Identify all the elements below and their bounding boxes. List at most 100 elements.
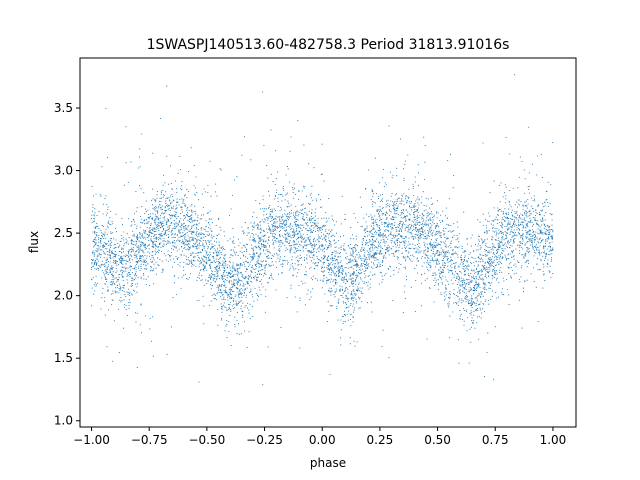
data-point	[496, 273, 498, 275]
data-point	[381, 212, 383, 214]
data-point	[430, 234, 432, 236]
data-point	[119, 299, 121, 301]
data-point	[544, 233, 546, 235]
data-point	[398, 197, 400, 199]
data-point	[306, 244, 308, 246]
data-point	[475, 282, 477, 284]
data-point	[237, 277, 240, 279]
data-point	[526, 246, 528, 249]
data-point	[379, 217, 381, 219]
data-point	[511, 236, 513, 238]
data-point	[368, 234, 370, 236]
data-point	[198, 260, 200, 263]
data-point	[335, 250, 337, 252]
data-point	[294, 243, 297, 245]
data-point	[281, 200, 283, 202]
data-point	[168, 207, 170, 210]
data-point	[279, 226, 281, 228]
data-point	[381, 200, 383, 203]
data-point	[144, 223, 146, 225]
data-point	[388, 356, 390, 358]
data-point	[370, 230, 372, 232]
data-point	[388, 223, 390, 225]
data-point	[324, 236, 326, 238]
data-point	[251, 257, 253, 259]
data-point	[138, 259, 140, 261]
data-point	[107, 290, 109, 293]
data-point	[478, 276, 480, 278]
data-point	[482, 142, 484, 144]
data-point	[498, 296, 500, 298]
data-point	[376, 231, 378, 234]
data-point	[218, 233, 220, 235]
data-point	[117, 279, 120, 281]
data-point	[203, 270, 205, 272]
data-point	[206, 283, 208, 285]
data-point	[381, 221, 383, 223]
data-point	[292, 230, 294, 232]
data-point	[372, 235, 374, 238]
data-point	[92, 252, 94, 254]
data-point	[121, 238, 123, 240]
data-point	[273, 226, 275, 228]
data-point	[282, 242, 284, 244]
data-point	[470, 300, 472, 302]
data-point	[438, 230, 440, 232]
data-point	[317, 227, 319, 229]
data-point	[95, 242, 97, 244]
data-point	[241, 154, 243, 156]
data-point	[460, 280, 462, 282]
data-point	[173, 236, 175, 238]
data-point	[129, 261, 131, 263]
data-point	[214, 191, 217, 193]
data-point	[333, 220, 335, 222]
data-point	[185, 243, 187, 245]
data-point	[271, 215, 273, 218]
data-point	[288, 233, 290, 235]
data-point	[489, 288, 491, 290]
data-point	[267, 255, 269, 257]
data-point	[551, 235, 553, 237]
data-point	[293, 197, 295, 199]
data-point	[110, 240, 112, 242]
data-point	[251, 306, 253, 308]
data-point	[408, 241, 410, 243]
data-point	[365, 187, 367, 190]
data-point	[110, 281, 112, 283]
data-point	[520, 234, 522, 237]
data-point	[237, 255, 239, 257]
data-point	[118, 287, 120, 290]
data-point	[260, 293, 262, 296]
data-point	[119, 283, 121, 285]
data-point	[142, 250, 144, 252]
data-point	[198, 257, 201, 259]
data-point	[147, 209, 149, 211]
data-point	[526, 266, 528, 268]
data-point	[355, 249, 357, 251]
data-point	[341, 286, 343, 288]
data-point	[322, 271, 324, 273]
data-point	[140, 278, 142, 280]
data-point	[536, 249, 538, 251]
data-point	[514, 263, 516, 265]
data-point	[91, 263, 93, 265]
data-point	[503, 244, 505, 246]
data-point	[152, 269, 154, 272]
data-point	[295, 217, 297, 219]
data-point	[343, 281, 345, 283]
data-point	[528, 221, 530, 223]
data-point	[371, 246, 373, 248]
data-point	[416, 257, 419, 259]
data-point	[213, 257, 215, 259]
data-point	[448, 252, 450, 254]
data-point	[130, 251, 132, 253]
data-point	[213, 259, 215, 261]
data-point	[112, 292, 114, 295]
data-point	[414, 233, 416, 235]
data-point	[242, 275, 244, 277]
data-point	[475, 310, 477, 312]
data-point	[400, 264, 402, 266]
data-point	[343, 245, 345, 247]
data-point	[281, 240, 283, 242]
data-point	[128, 299, 131, 301]
